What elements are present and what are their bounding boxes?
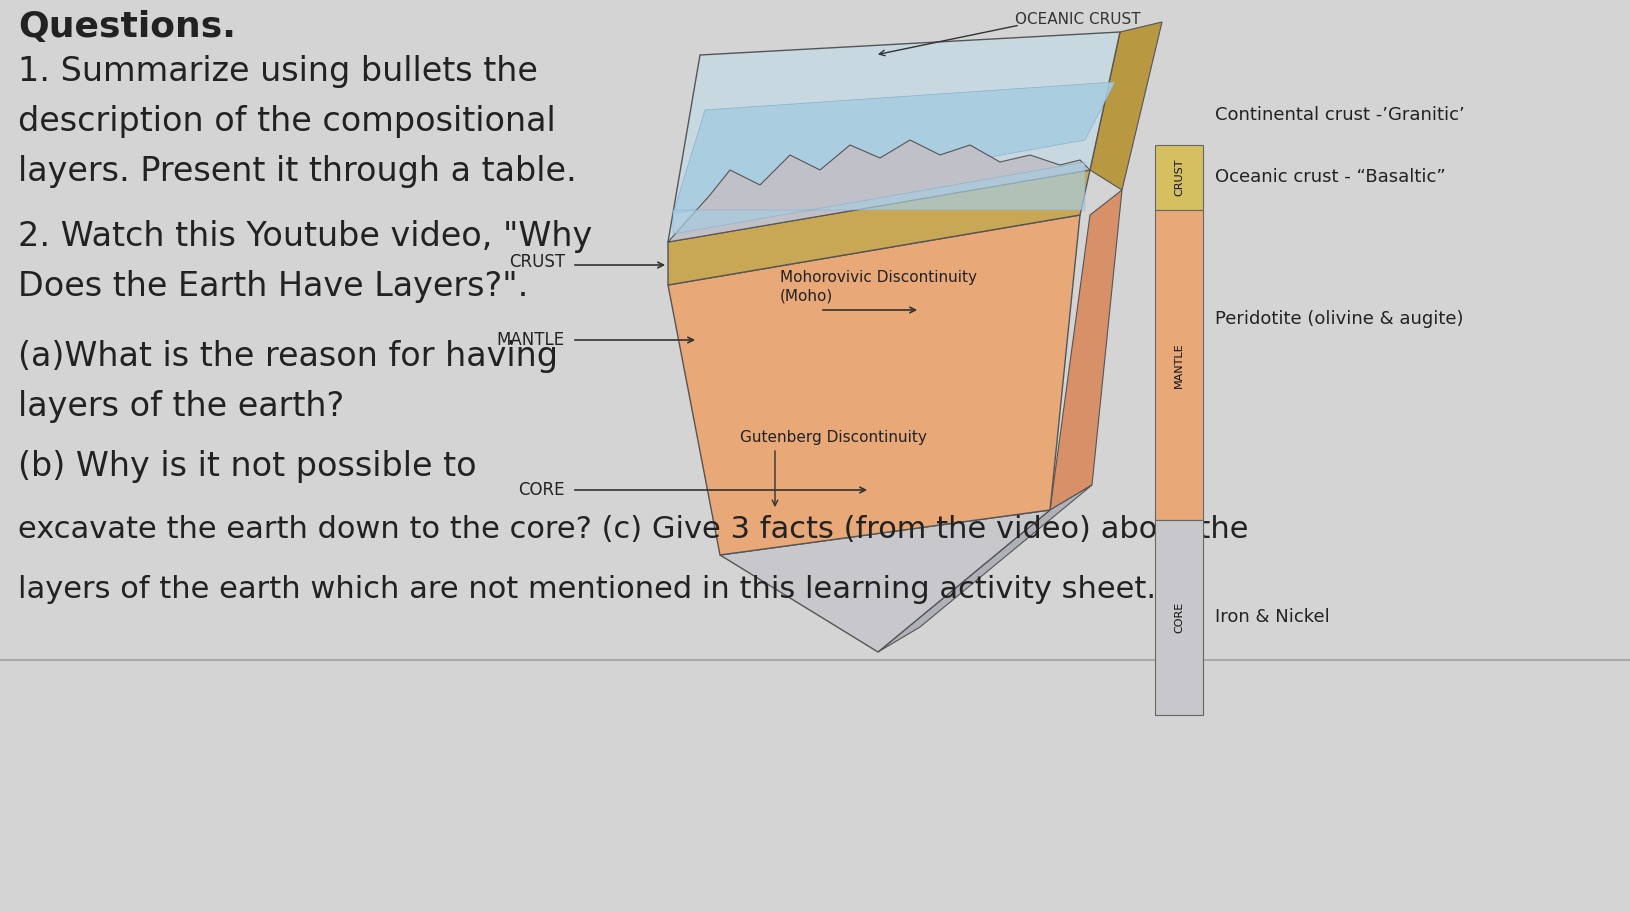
Text: CRUST: CRUST	[1174, 159, 1183, 196]
Text: CORE: CORE	[518, 481, 566, 499]
Bar	[1156, 210, 1203, 520]
Polygon shape	[668, 32, 1120, 242]
Polygon shape	[668, 170, 1090, 285]
Text: Mohorovivic Discontinuity
(Moho): Mohorovivic Discontinuity (Moho)	[781, 270, 976, 303]
Polygon shape	[879, 485, 1092, 652]
Text: layers. Present it through a table.: layers. Present it through a table.	[18, 155, 577, 188]
Text: excavate the earth down to the core? (c) Give 3 facts (from the video) about the: excavate the earth down to the core? (c)…	[18, 515, 1249, 544]
Text: layers of the earth which are not mentioned in this learning activity sheet.: layers of the earth which are not mentio…	[18, 575, 1156, 604]
Text: Peridotite (olivine & augite): Peridotite (olivine & augite)	[1214, 310, 1464, 327]
Bar	[1156, 145, 1203, 210]
Text: description of the compositional: description of the compositional	[18, 105, 556, 138]
Text: Gutenberg Discontinuity: Gutenberg Discontinuity	[740, 430, 927, 445]
Text: Oceanic crust - “Basaltic”: Oceanic crust - “Basaltic”	[1214, 169, 1446, 187]
Text: CORE: CORE	[1174, 602, 1183, 633]
Polygon shape	[720, 510, 1050, 652]
Text: layers of the earth?: layers of the earth?	[18, 390, 344, 423]
Text: Iron & Nickel: Iron & Nickel	[1214, 609, 1330, 627]
Polygon shape	[668, 140, 1090, 242]
Text: (b) Why is it not possible to: (b) Why is it not possible to	[18, 450, 476, 483]
Text: OCEANIC CRUST: OCEANIC CRUST	[1015, 12, 1141, 27]
Text: 2. Watch this Youtube video, "Why: 2. Watch this Youtube video, "Why	[18, 220, 592, 253]
Text: MANTLE: MANTLE	[497, 331, 566, 349]
Text: Does the Earth Have Layers?".: Does the Earth Have Layers?".	[18, 270, 528, 303]
Polygon shape	[1050, 190, 1121, 510]
Text: 1. Summarize using bullets the: 1. Summarize using bullets the	[18, 55, 538, 88]
Text: MANTLE: MANTLE	[1174, 343, 1183, 388]
Bar	[1156, 520, 1203, 715]
Polygon shape	[1090, 22, 1162, 190]
Text: Questions.: Questions.	[18, 10, 236, 44]
Polygon shape	[668, 215, 1081, 555]
Text: CRUST: CRUST	[509, 253, 566, 271]
Text: Continental crust -’Granitic’: Continental crust -’Granitic’	[1214, 106, 1465, 124]
Polygon shape	[673, 82, 1115, 214]
Text: (a)What is the reason for having: (a)What is the reason for having	[18, 340, 557, 373]
Polygon shape	[673, 162, 1086, 234]
